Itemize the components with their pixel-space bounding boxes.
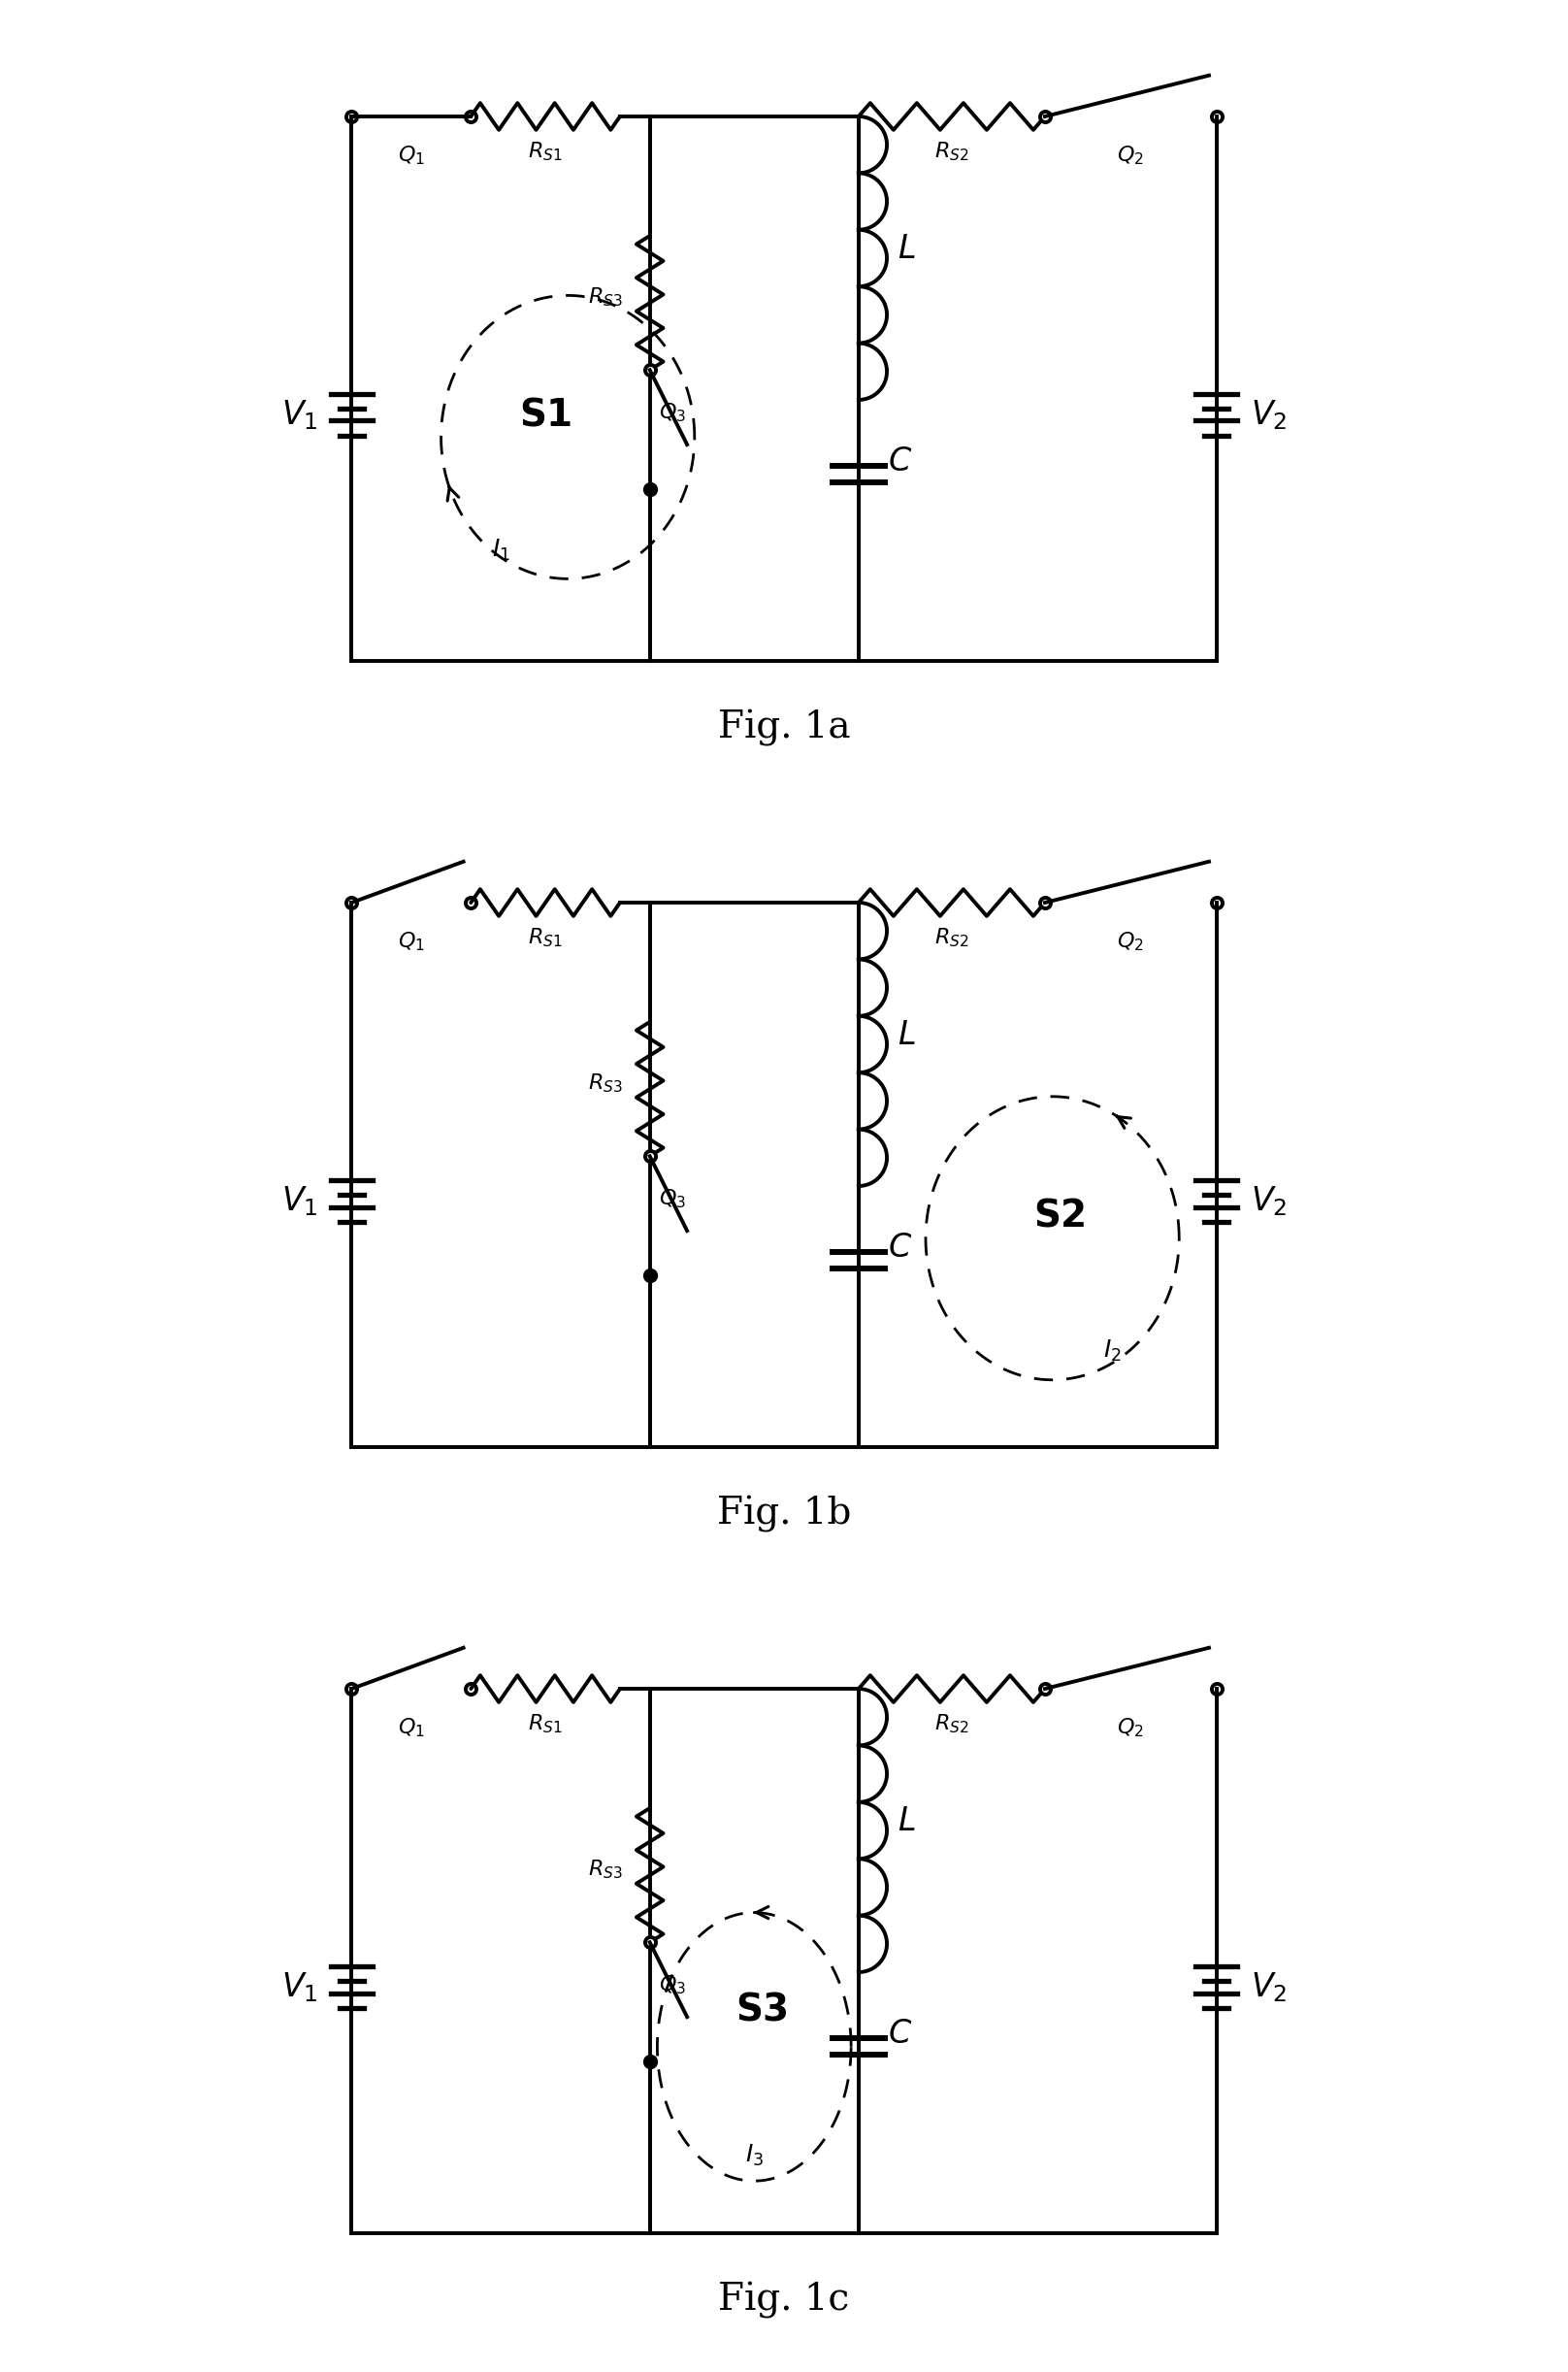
Text: Fig. 1b: Fig. 1b [717, 1497, 851, 1532]
Text: Fig. 1a: Fig. 1a [718, 709, 850, 747]
Text: $\mathbf{S2}$: $\mathbf{S2}$ [1033, 1198, 1087, 1233]
Text: $V_2$: $V_2$ [1250, 1184, 1287, 1217]
Text: $I_3$: $I_3$ [745, 2142, 764, 2168]
Text: $V_1$: $V_1$ [281, 1971, 318, 2004]
Text: $R_{S3}$: $R_{S3}$ [588, 1072, 622, 1093]
Text: $\mathbf{S3}$: $\mathbf{S3}$ [735, 1990, 787, 2028]
Text: $R_{S1}$: $R_{S1}$ [528, 925, 563, 949]
Text: $Q_3$: $Q_3$ [659, 1186, 685, 1210]
Text: $Q_2$: $Q_2$ [1118, 1715, 1145, 1739]
Text: $Q_1$: $Q_1$ [398, 930, 425, 954]
Text: $Q_2$: $Q_2$ [1118, 145, 1145, 166]
Text: $C$: $C$ [887, 446, 911, 477]
Text: $R_{S1}$: $R_{S1}$ [528, 1713, 563, 1736]
Text: $C$: $C$ [887, 1231, 911, 1264]
Text: $V_1$: $V_1$ [281, 1184, 318, 1217]
Text: $L$: $L$ [898, 232, 916, 266]
Text: $Q_3$: $Q_3$ [659, 1974, 685, 1997]
Text: $V_2$: $V_2$ [1250, 398, 1287, 432]
Text: $Q_1$: $Q_1$ [398, 1715, 425, 1739]
Text: $Q_1$: $Q_1$ [398, 145, 425, 166]
Text: $C$: $C$ [887, 2019, 911, 2049]
Text: $Q_2$: $Q_2$ [1118, 930, 1145, 954]
Text: $L$: $L$ [898, 1020, 916, 1051]
Text: $R_{S3}$: $R_{S3}$ [588, 1857, 622, 1881]
Text: $R_{S3}$: $R_{S3}$ [588, 285, 622, 308]
Text: $L$: $L$ [898, 1805, 916, 1838]
Text: $R_{S2}$: $R_{S2}$ [935, 140, 969, 164]
Text: $I_2$: $I_2$ [1102, 1338, 1121, 1364]
Text: $Q_3$: $Q_3$ [659, 401, 685, 425]
Text: $\mathbf{S1}$: $\mathbf{S1}$ [519, 396, 572, 434]
Text: $R_{S2}$: $R_{S2}$ [935, 925, 969, 949]
Text: $R_{S1}$: $R_{S1}$ [528, 140, 563, 164]
Text: $V_1$: $V_1$ [281, 398, 318, 432]
Text: $V_2$: $V_2$ [1250, 1971, 1287, 2004]
Text: $I_1$: $I_1$ [491, 536, 510, 562]
Text: Fig. 1c: Fig. 1c [718, 2282, 850, 2320]
Text: $R_{S2}$: $R_{S2}$ [935, 1713, 969, 1736]
